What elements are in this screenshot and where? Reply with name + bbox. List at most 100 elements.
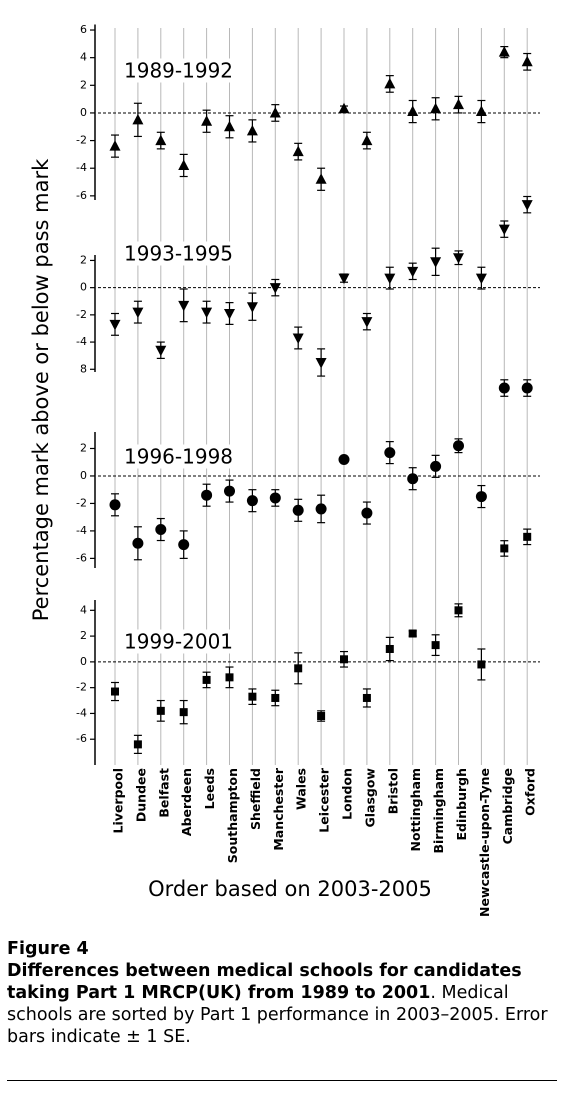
y-tick-label: 0 — [80, 469, 87, 482]
marker — [498, 382, 510, 394]
panel-label: 1996-1998 — [124, 445, 233, 469]
marker — [408, 629, 417, 638]
marker — [317, 712, 326, 721]
marker — [454, 606, 463, 615]
y-tick-label: 2 — [80, 78, 87, 91]
marker — [292, 145, 304, 157]
marker — [179, 708, 188, 717]
marker — [269, 492, 281, 504]
marker — [407, 473, 419, 485]
marker — [201, 489, 213, 501]
y-tick-label: -2 — [76, 496, 87, 509]
marker — [498, 224, 510, 236]
marker — [498, 46, 510, 57]
y-tick-label: -2 — [76, 681, 87, 694]
x-tick-label: Dundee — [133, 768, 148, 822]
marker — [500, 544, 509, 553]
marker — [246, 302, 258, 313]
y-tick-label: -4 — [76, 524, 87, 537]
x-axis-label: Order based on 2003-2005 — [148, 877, 432, 901]
y-tick-label: 6 — [80, 23, 87, 36]
marker — [111, 687, 119, 696]
x-tick-label: Southampton — [225, 768, 240, 863]
marker — [338, 273, 350, 285]
marker — [430, 102, 442, 114]
x-tick-label: Glasgow — [362, 768, 377, 828]
marker — [109, 319, 121, 331]
marker — [132, 113, 144, 125]
x-tick-label: Leicester — [317, 767, 332, 833]
marker — [224, 120, 235, 132]
marker — [155, 345, 167, 357]
x-tick-label: Edinburgh — [454, 768, 469, 841]
marker — [407, 266, 419, 278]
marker — [431, 641, 440, 650]
panel-label-bg — [122, 58, 236, 83]
marker — [523, 532, 532, 541]
marker — [155, 134, 167, 146]
panel-label: 1989-1992 — [124, 59, 233, 83]
marker — [155, 524, 167, 536]
y-axis-label: Percentage mark above or below pass mark — [29, 158, 53, 621]
marker — [202, 675, 211, 684]
x-tick-label: Bristol — [385, 768, 400, 814]
y-tick-label: -4 — [76, 335, 87, 348]
marker — [224, 485, 235, 497]
marker — [361, 134, 373, 146]
marker — [521, 382, 533, 394]
rule — [7, 1080, 557, 1081]
marker — [361, 317, 373, 328]
marker — [132, 537, 144, 549]
figure-label: Figure 4 — [7, 939, 89, 959]
marker — [477, 660, 486, 669]
marker — [246, 495, 258, 507]
marker — [521, 200, 533, 211]
x-tick-label: Birmingham — [431, 768, 446, 854]
x-tick-label: Newcastle-upon-Tyne — [477, 768, 492, 917]
marker — [475, 491, 487, 503]
marker — [338, 102, 350, 114]
x-tick-label: Nottingham — [408, 768, 423, 852]
y-tick-label: 0 — [80, 106, 87, 119]
marker — [248, 692, 257, 701]
y-tick-label: -6 — [76, 551, 87, 564]
y-tick-label: -2 — [76, 308, 87, 321]
x-tick-label: Belfast — [156, 768, 171, 818]
panel-label: 1993-1995 — [124, 242, 233, 266]
y-tick-label: -6 — [76, 189, 87, 202]
marker — [338, 453, 350, 465]
y-tick-label: 2 — [80, 253, 87, 266]
y-tick-label: -4 — [76, 706, 87, 719]
marker — [315, 503, 327, 515]
marker — [246, 124, 258, 136]
marker — [133, 740, 142, 749]
marker — [385, 644, 394, 653]
x-tick-label: London — [340, 768, 355, 820]
marker — [201, 307, 213, 319]
marker — [362, 693, 371, 702]
marker — [292, 333, 304, 344]
marker — [430, 257, 442, 268]
marker — [201, 115, 213, 126]
y-tick-label: 2 — [80, 441, 87, 454]
y-tick-label: -2 — [76, 134, 87, 147]
y-tick-label: 8 — [80, 362, 87, 375]
x-tick-label: Oxford — [523, 768, 538, 816]
marker — [178, 159, 190, 170]
x-tick-label: Wales — [294, 768, 309, 810]
marker — [475, 273, 487, 285]
marker — [178, 300, 190, 312]
marker — [315, 357, 327, 369]
marker — [384, 447, 396, 459]
x-tick-label: Sheffield — [248, 768, 263, 830]
marker — [453, 253, 464, 264]
y-tick-label: 4 — [80, 51, 87, 64]
figure-title: Differences between medical schools for … — [7, 961, 522, 1003]
chart: Percentage mark above or below pass mark… — [29, 23, 540, 917]
marker — [453, 98, 464, 110]
y-tick-label: -6 — [76, 732, 87, 745]
marker — [109, 499, 121, 511]
marker — [109, 140, 121, 151]
marker — [178, 539, 190, 551]
